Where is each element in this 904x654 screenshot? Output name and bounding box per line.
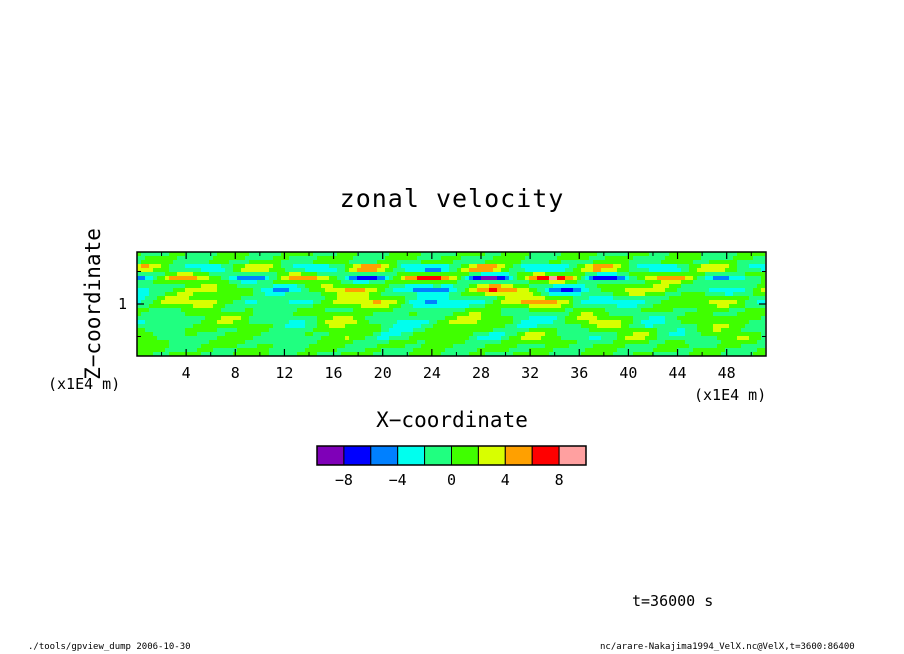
x-tick-label: 32 (521, 364, 539, 382)
x-axis-unit: (x1E4 m) (694, 386, 767, 404)
x-tick-label: 16 (325, 364, 343, 382)
chart-title: zonal velocity (339, 184, 565, 213)
x-tick-label: 28 (472, 364, 490, 382)
x-tick-label: 20 (374, 364, 392, 382)
colorbar-swatch (316, 445, 345, 466)
x-tick-label: 40 (619, 364, 637, 382)
x-axis-label: X−coordinate (376, 408, 528, 432)
colorbar-swatch (343, 445, 372, 466)
colorbar-swatch (424, 445, 453, 466)
x-tick-label: 24 (423, 364, 441, 382)
colorbar-frame (316, 445, 587, 466)
footer-source: nc/arare-Nakajima1994_VelX.nc@VelX,t=360… (600, 642, 855, 652)
field-cells (137, 252, 766, 357)
colorbar-swatch (531, 445, 560, 466)
colorbar-swatch (504, 445, 533, 466)
x-tick-label: 48 (718, 364, 736, 382)
colorbar-swatch (451, 445, 479, 466)
footer-command: ./tools/gpview_dump 2006-10-30 (28, 642, 191, 652)
colorbar-tick-label: −4 (389, 471, 407, 489)
colorbar-swatch (558, 445, 587, 466)
y-tick-label: 1 (118, 295, 127, 313)
colorbar-swatch (370, 445, 399, 466)
time-annotation: t=36000 s (632, 592, 714, 610)
y-axis-unit: (x1E4 m) (48, 375, 121, 393)
x-tick-label: 8 (231, 364, 240, 382)
x-tick-label: 44 (669, 364, 687, 382)
colorbar-tick-label: 0 (447, 471, 456, 489)
x-tick-label: 36 (570, 364, 588, 382)
colorbar-tick-label: 8 (555, 471, 564, 489)
colorbar-swatch (397, 445, 426, 466)
colorbar-tick-label: −8 (335, 471, 353, 489)
x-tick-label: 12 (275, 364, 293, 382)
colorbar-swatch (477, 445, 506, 466)
x-tick-label: 4 (182, 364, 191, 382)
colorbar-tick-label: 4 (501, 471, 510, 489)
y-axis-label: Z−coordinate (81, 228, 105, 380)
